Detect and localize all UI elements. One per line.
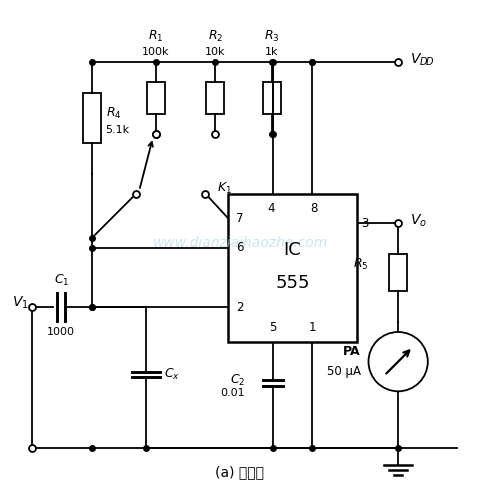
Text: $R_4$: $R_4$ [106,106,121,121]
Text: $C_1$: $C_1$ [54,273,69,287]
Text: $C_x$: $C_x$ [164,367,180,382]
Bar [206,82,224,114]
Text: PA: PA [343,345,360,358]
Text: $C_2$: $C_2$ [229,373,245,388]
Bar [389,254,407,291]
Text: $V_1$: $V_1$ [12,294,29,311]
Text: IC: IC [284,241,301,259]
Text: 5: 5 [269,321,276,334]
Text: 50 μA: 50 μA [326,365,360,378]
Text: 6: 6 [236,242,243,254]
Text: $R_1$: $R_1$ [148,29,164,44]
Text: 3: 3 [361,217,369,230]
Bar [83,93,101,143]
Text: (a) 电路图: (a) 电路图 [216,465,264,479]
Text: $R_2$: $R_2$ [208,29,223,44]
Bar [147,82,165,114]
Text: 0.01: 0.01 [220,388,245,398]
Bar [228,194,357,342]
Text: $V_{D\!D}$: $V_{D\!D}$ [410,52,434,69]
Text: 4: 4 [267,202,275,214]
Text: 555: 555 [275,274,310,291]
Text: 10k: 10k [205,47,226,57]
Bar [263,82,280,114]
Text: 100k: 100k [142,47,170,57]
Text: 5.1k: 5.1k [106,125,130,135]
Text: www.dianziaihaozhe.com: www.dianziaihaozhe.com [152,236,328,250]
Text: 1k: 1k [265,47,278,57]
Text: 8: 8 [311,202,318,214]
Circle shape [369,332,428,391]
Text: 1000: 1000 [48,327,75,337]
Text: 7: 7 [236,212,243,225]
Text: 2: 2 [236,301,243,314]
Text: $R_5$: $R_5$ [353,257,369,272]
Text: 1: 1 [309,321,316,334]
Text: $K_1$: $K_1$ [217,181,232,196]
Text: $V_o$: $V_o$ [410,212,427,229]
Text: $R_3$: $R_3$ [264,29,279,44]
